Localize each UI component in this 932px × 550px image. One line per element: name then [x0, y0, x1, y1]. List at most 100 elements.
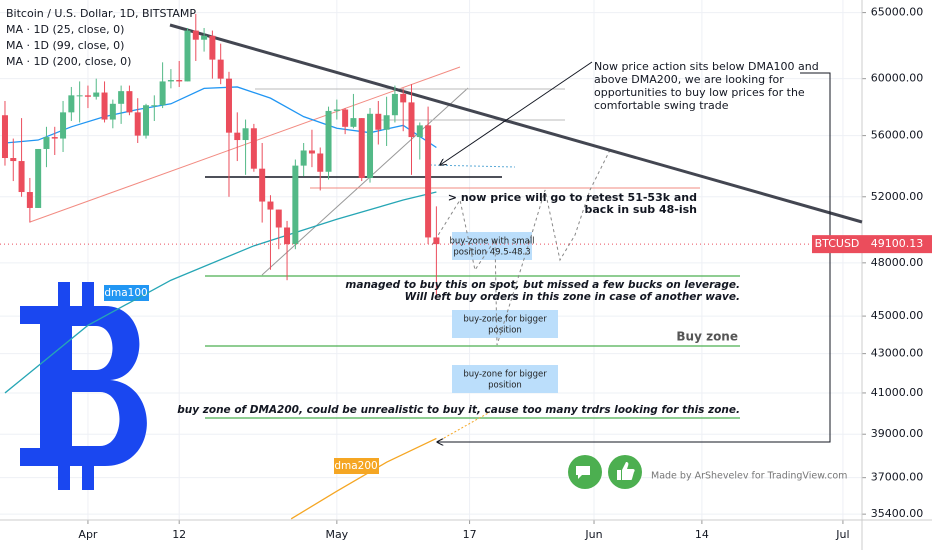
box-label: buy-zone for bigger	[463, 370, 547, 380]
ma-line	[290, 437, 437, 520]
candle-body	[126, 91, 133, 113]
candle-body	[367, 113, 374, 178]
candle-body	[225, 78, 232, 133]
x-tick-label: Jul	[835, 528, 849, 541]
candle-body	[118, 91, 125, 104]
candle-body	[159, 81, 166, 106]
note: comfortable swing trade	[594, 99, 729, 112]
candle-body	[325, 110, 332, 172]
candle-body	[300, 150, 307, 166]
candle-body	[400, 93, 407, 103]
dma200-label: dma200	[334, 460, 377, 472]
bitcoin-logo	[20, 282, 147, 490]
candle-body	[101, 92, 108, 120]
candle-body	[184, 30, 191, 82]
candle-body	[433, 237, 440, 245]
candle-body	[333, 109, 340, 111]
note: back in sub 48-ish	[585, 203, 698, 216]
candle-body	[10, 158, 17, 162]
dotted-line	[429, 164, 516, 168]
candle-body	[84, 95, 91, 97]
zone-box	[452, 232, 532, 260]
candle-body	[308, 150, 315, 154]
candle-body	[383, 115, 390, 130]
candle-body	[342, 109, 349, 127]
candle-body	[26, 192, 33, 208]
x-tick-label: 17	[463, 528, 477, 541]
candle-body	[134, 112, 141, 136]
y-tick-label: 35400.00	[871, 507, 924, 520]
zone-box	[452, 365, 558, 393]
dma200-tag	[334, 458, 379, 474]
symbol-tag	[812, 235, 862, 254]
candle-body	[292, 165, 299, 245]
box-label: buy-zone with small	[449, 237, 534, 247]
candle-body	[76, 95, 83, 97]
candle-body	[167, 80, 174, 82]
candle-body	[416, 125, 423, 138]
candle-body	[51, 137, 58, 139]
y-tick-label: 56000.00	[871, 129, 924, 142]
x-tick-label: 12	[172, 528, 186, 541]
box-label: position	[488, 326, 522, 336]
symbol-label: BTCUSD	[815, 237, 860, 250]
candle-body	[109, 103, 116, 120]
candle-body	[275, 209, 282, 228]
candle-body	[425, 125, 432, 238]
candle-body	[242, 128, 249, 141]
candle-body	[317, 153, 324, 172]
y-tick-label: 60000.00	[871, 72, 924, 85]
note: Now price action sits below DMA100 and	[594, 60, 819, 73]
candle-body	[192, 30, 199, 40]
y-tick-label: 45000.00	[871, 309, 924, 322]
note: managed to buy this on spot, but missed …	[345, 279, 740, 291]
labels: Bitcoin / U.S. Dollar, 1D, BITSTAMP MA ·…	[6, 6, 923, 541]
candle-body	[408, 102, 415, 138]
legend-entry: MA · 1D (99, close, 0)	[6, 39, 124, 52]
candle-body	[35, 148, 42, 208]
y-tick-label: 52000.00	[871, 190, 924, 203]
candle-body	[234, 132, 241, 141]
y-tick-label: 39000.00	[871, 427, 924, 440]
box-label: position 49.5-48.3	[453, 248, 530, 258]
buy-zone-label: Buy zone	[676, 330, 738, 344]
candle-body	[18, 161, 25, 193]
ma-line	[4, 191, 437, 394]
candle-body	[201, 35, 208, 40]
y-tick-label: 41000.00	[871, 386, 924, 399]
candle-body	[68, 95, 75, 113]
note: buy zone of DMA200, could be unrealistic…	[177, 404, 740, 416]
candle-body	[267, 201, 274, 210]
like-glyph	[617, 462, 635, 480]
y-tick-label: 48000.00	[871, 256, 924, 269]
zone-box	[452, 310, 558, 338]
y-tick-label: 43000.00	[871, 347, 924, 360]
price-label: 49100.13	[871, 237, 924, 250]
candle-body	[43, 137, 50, 149]
candle-body	[1, 115, 8, 159]
y-tick-label: 37000.00	[871, 471, 924, 484]
x-tick-label: 14	[695, 528, 709, 541]
chart-title: Bitcoin / U.S. Dollar, 1D, BITSTAMP	[6, 7, 196, 20]
comment-glyph	[576, 466, 590, 479]
note: above DMA200, we are looking for	[594, 73, 784, 86]
price-tag	[862, 235, 932, 254]
candle-body	[209, 35, 216, 60]
candle-body	[176, 80, 183, 82]
dma200-projection	[436, 411, 491, 443]
candle-body	[375, 113, 382, 130]
box-label: position	[488, 381, 522, 391]
legend-entry: MA · 1D (25, close, 0)	[6, 23, 124, 36]
candle-body	[250, 128, 257, 169]
candle-body	[60, 112, 67, 139]
candle-body	[93, 92, 100, 97]
y-tick-label: 65000.00	[871, 6, 924, 19]
drawings	[20, 23, 863, 490]
box-label: buy-zone for bigger	[463, 315, 547, 325]
dma100-label: dma100	[104, 287, 147, 299]
candle-body	[151, 105, 158, 107]
arrow	[437, 72, 831, 442]
candle-body	[259, 168, 266, 202]
